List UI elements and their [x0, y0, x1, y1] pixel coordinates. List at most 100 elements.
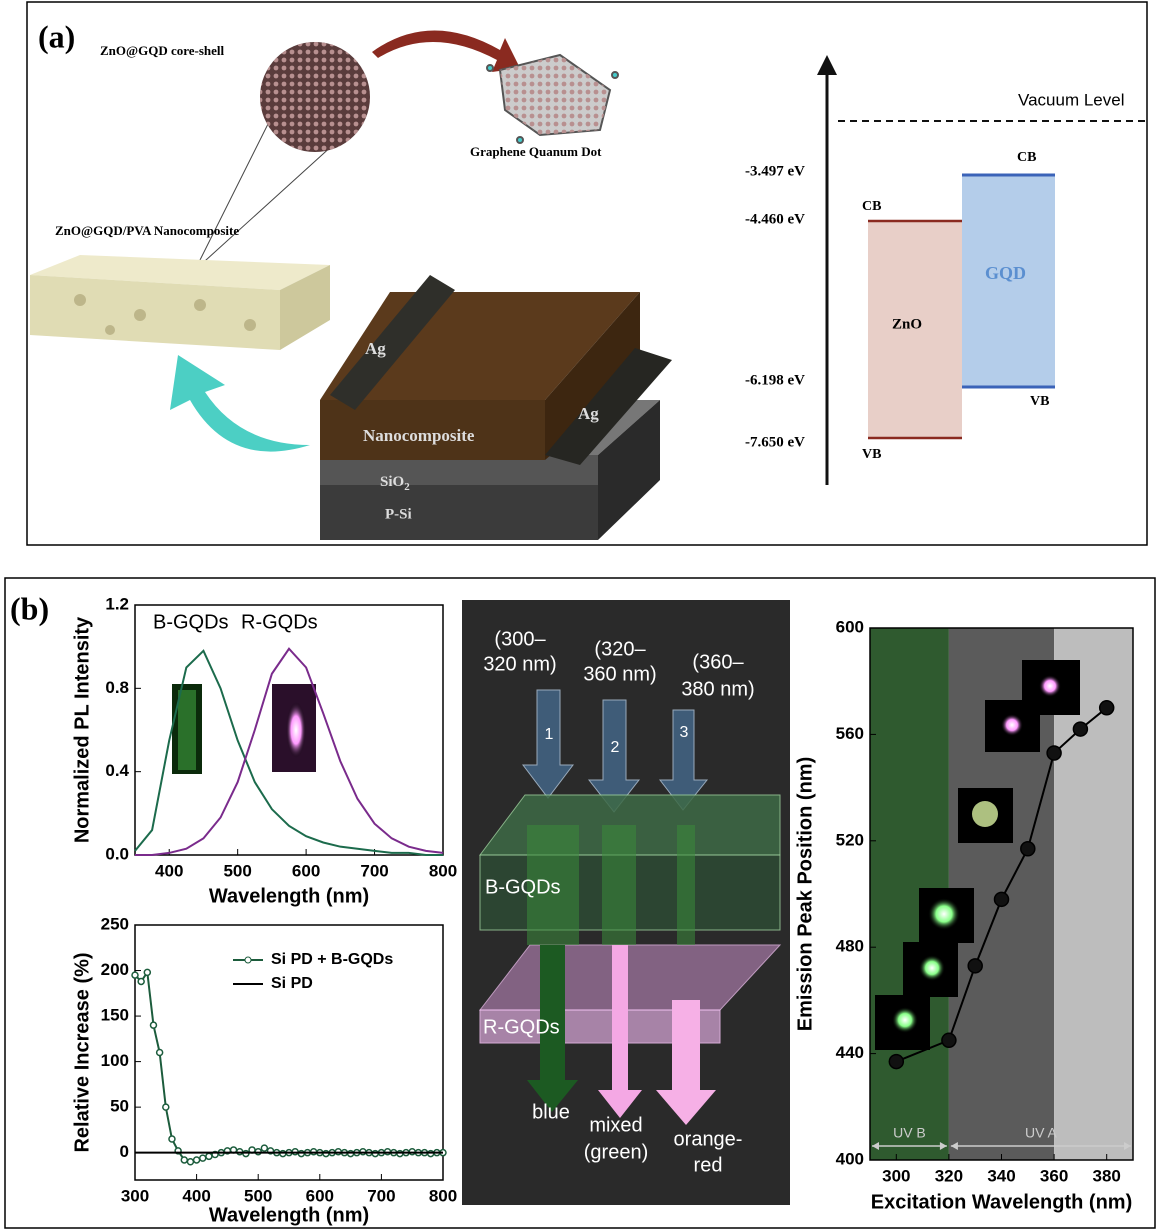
x-axis-label: Wavelength (nm): [209, 885, 369, 907]
label: Ag: [578, 404, 599, 423]
label: ZnO: [892, 316, 922, 332]
label: CB: [862, 199, 881, 214]
x-tick-label: 600: [292, 861, 320, 880]
point: [187, 1159, 193, 1165]
y-tick-label: 0.0: [105, 844, 129, 863]
point: [889, 1055, 903, 1069]
point: [942, 1033, 956, 1047]
x-axis-label: Excitation Wavelength (nm): [871, 1191, 1133, 1213]
band-label: 380 nm): [681, 678, 754, 700]
y-tick-label: 100: [101, 1051, 129, 1070]
y-tick-label: 50: [110, 1097, 129, 1116]
schematic: (300– 320 nm) (320– 360 nm) (360– 380 nm…: [462, 600, 790, 1205]
x-tick-label: 700: [367, 1186, 395, 1205]
y-axis-label: Emission Peak Position (nm): [794, 757, 816, 1032]
band-label: 360 nm): [583, 663, 656, 685]
legend-label: B-GQDs: [153, 611, 229, 633]
y-tick-label: 0.4: [105, 761, 129, 780]
point: [206, 1153, 212, 1159]
band-label: (360–: [692, 651, 744, 673]
x-tick-label: 600: [306, 1186, 334, 1205]
point: [194, 1157, 200, 1163]
point: [200, 1155, 206, 1161]
layer-label: B-GQDs: [485, 876, 561, 898]
label: VB: [1030, 394, 1049, 409]
point: [261, 1145, 267, 1151]
point: [138, 978, 144, 984]
point: [995, 892, 1009, 906]
x-tick-label: 500: [244, 1186, 272, 1205]
label: -4.460 eV: [745, 211, 805, 227]
label: CB: [1017, 150, 1036, 165]
legend-label: R-GQDs: [241, 611, 318, 633]
label: -6.198 eV: [745, 372, 805, 388]
label: GQD: [985, 263, 1026, 283]
span-label: UV B: [893, 1125, 926, 1141]
x-tick-label: 340: [987, 1166, 1015, 1185]
point: [968, 959, 982, 973]
path-number: 1: [545, 726, 554, 743]
x-axis-label: Wavelength (nm): [209, 1204, 369, 1226]
label: Vacuum Level: [1018, 90, 1124, 109]
panel-a: (a) ZnO@GQD core-shell Graphene Quanum D…: [27, 2, 1147, 545]
span-label: UV A: [1025, 1125, 1058, 1141]
x-tick-label: 320: [935, 1166, 963, 1185]
band-label: 320 nm): [483, 653, 556, 675]
band-label: (300–: [494, 628, 546, 650]
caption: ZnO@GQD core-shell: [100, 43, 225, 58]
x-tick-label: 380: [1093, 1166, 1121, 1185]
point: [181, 1157, 187, 1163]
legend-label: Si PD + B-GQDs: [271, 951, 393, 968]
y-tick-label: 250: [101, 914, 129, 933]
point: [1047, 746, 1061, 760]
panel-label: (b): [10, 590, 49, 626]
x-tick-label: 500: [223, 861, 251, 880]
point: [132, 972, 138, 978]
point: [1021, 842, 1035, 856]
y-axis-label: Normalized PL Intensity: [71, 616, 93, 843]
y-tick-label: 520: [836, 830, 864, 849]
label: SiO: [380, 474, 404, 490]
point: [150, 1022, 156, 1028]
film: [30, 255, 330, 350]
point: [144, 969, 150, 975]
legend-label: Si PD: [271, 975, 313, 992]
output-label: red: [694, 1154, 723, 1176]
label: Ag: [365, 339, 386, 358]
x-tick-label: 300: [882, 1166, 910, 1185]
y-tick-label: 480: [836, 937, 864, 956]
output-label: orange-: [674, 1128, 743, 1150]
y-tick-label: 1.2: [105, 594, 129, 613]
label: -3.497 eV: [745, 163, 805, 179]
x-tick-label: 700: [360, 861, 388, 880]
y-tick-label: 200: [101, 960, 129, 979]
x-tick-label: 360: [1040, 1166, 1068, 1185]
core-shell-texture: [260, 42, 370, 152]
caption: Graphene Quanum Dot: [470, 144, 602, 159]
band-label: (320–: [594, 638, 646, 660]
point: [163, 1104, 169, 1110]
x-tick-label: 800: [429, 861, 457, 880]
caption: ZnO@GQD/PVA Nanocomposite: [55, 223, 239, 238]
point: [1100, 701, 1114, 715]
x-tick-label: 300: [121, 1186, 149, 1205]
y-tick-label: 600: [836, 617, 864, 636]
y-axis-label: Relative Increase (%): [71, 952, 93, 1152]
output-label: (green): [584, 1141, 648, 1163]
point: [157, 1050, 163, 1056]
legend-marker: [245, 957, 251, 963]
label: Nanocomposite: [363, 426, 475, 445]
x-tick-label: 800: [429, 1186, 457, 1205]
point: [1073, 722, 1087, 736]
label: VB: [862, 447, 881, 462]
panel-b: (b) (300– 320 nm) (320– 360 nm) (360– 38…: [5, 578, 1155, 1228]
point: [169, 1136, 175, 1142]
output-label: mixed: [589, 1114, 642, 1136]
label: P-Si: [385, 506, 412, 522]
path-number: 3: [680, 724, 689, 741]
label: 2: [404, 481, 410, 493]
figure: (a) ZnO@GQD core-shell Graphene Quanum D…: [0, 0, 1159, 1229]
y-tick-label: 0: [120, 1142, 129, 1161]
y-tick-label: 400: [836, 1149, 864, 1168]
layer-label: R-GQDs: [483, 1016, 560, 1038]
